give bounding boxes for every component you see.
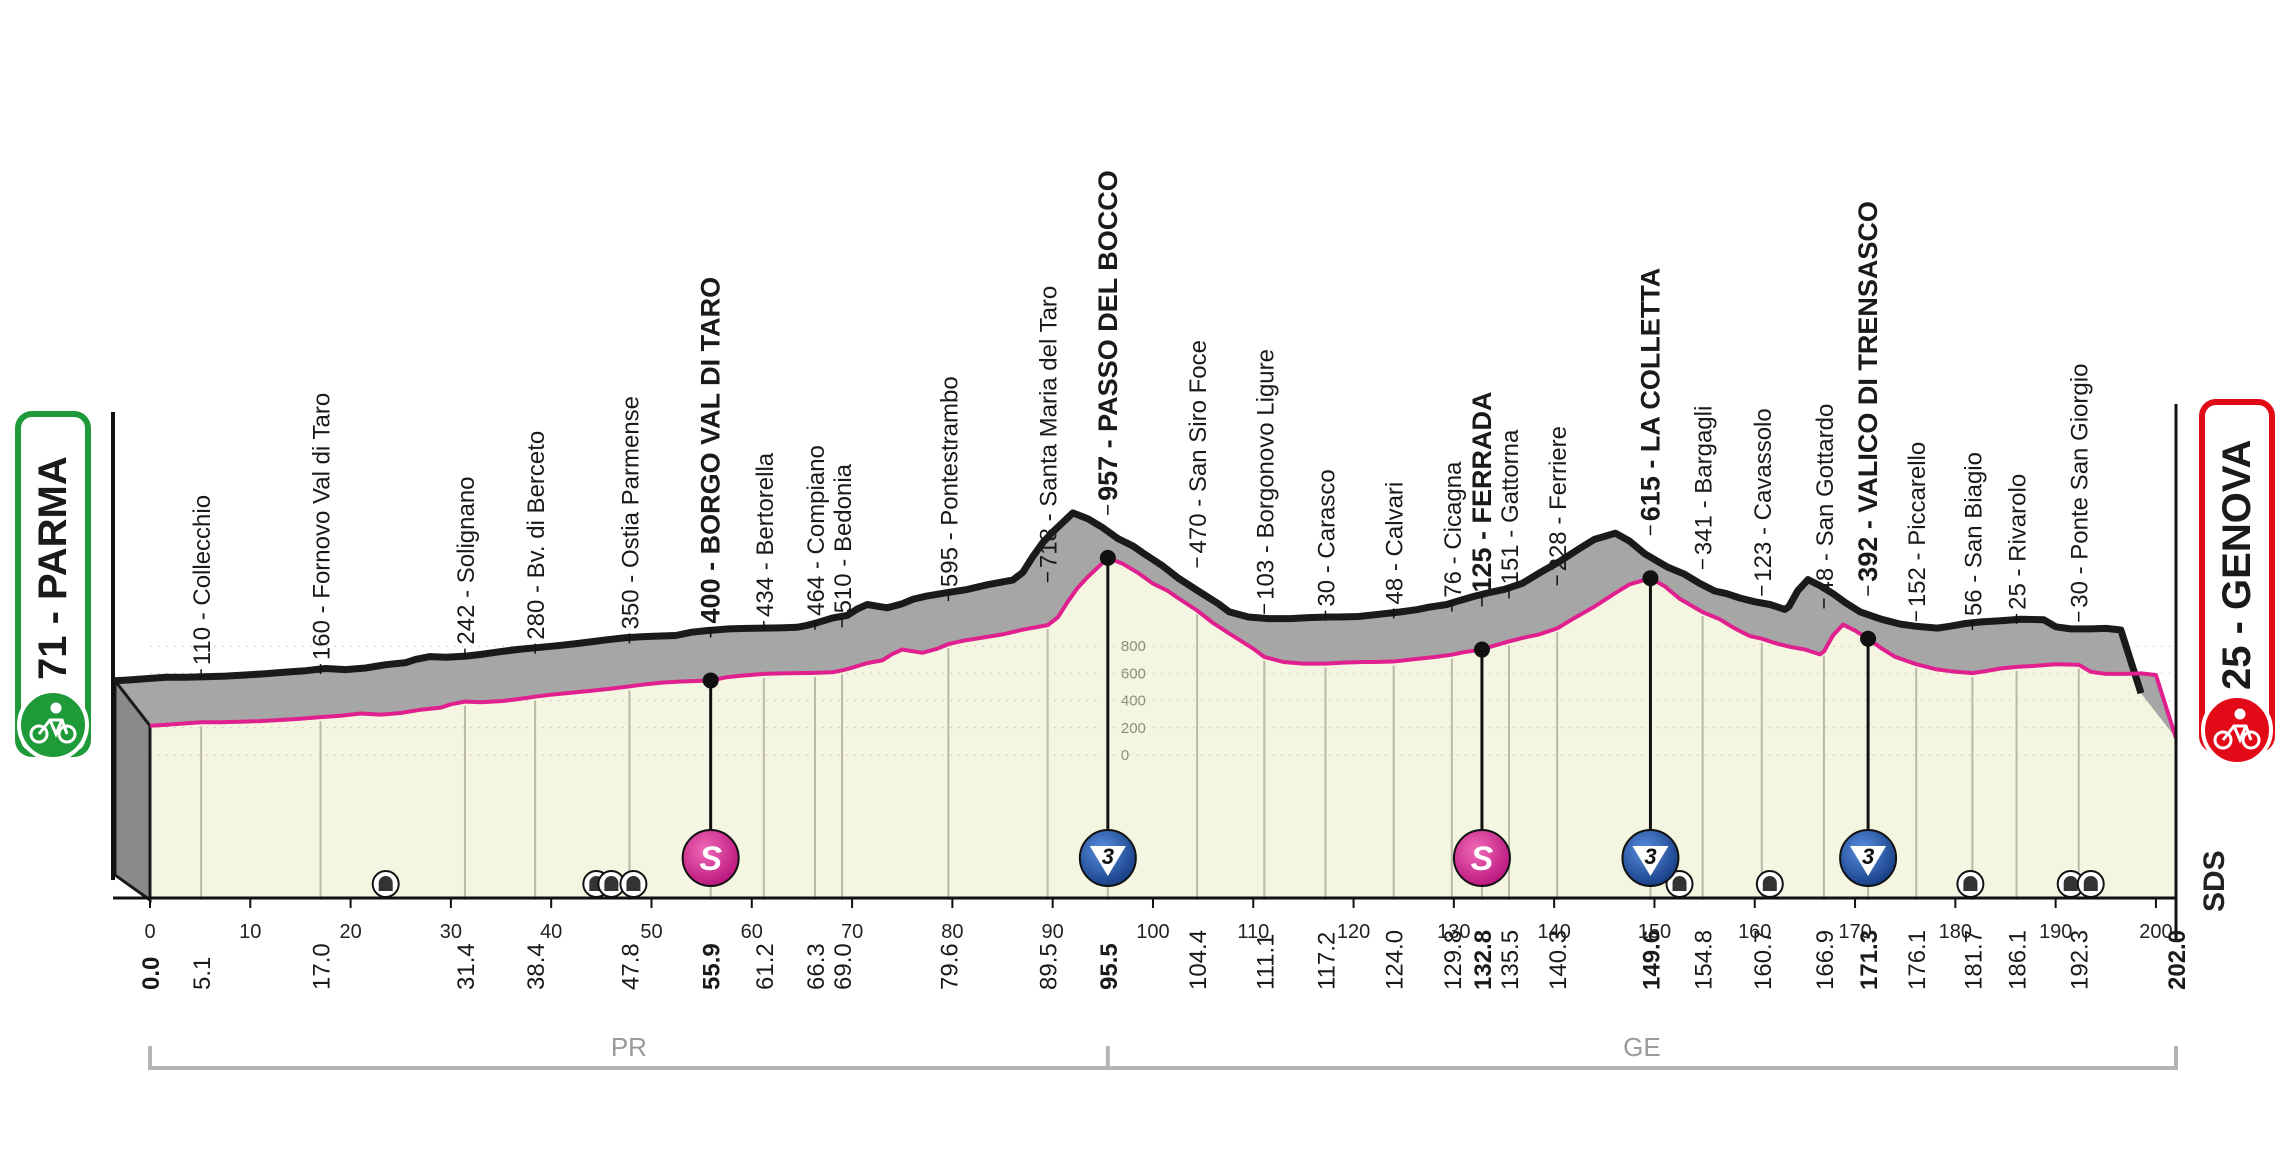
km-label: 132.8 xyxy=(1470,930,1497,990)
location-label: 595 - Pontestrambo xyxy=(936,376,963,587)
axis-tick-label: 190 xyxy=(2039,921,2072,943)
axis-tick-label: 200 xyxy=(2139,921,2172,943)
km-label: 166.9 xyxy=(1812,930,1839,990)
km-label: 69.0 xyxy=(830,943,857,990)
location-label: 341 - Bargagli xyxy=(1691,406,1718,555)
location-label: 48 - Calvari xyxy=(1382,482,1409,605)
axis-tick-label: 20 xyxy=(339,921,361,943)
location-label: 160 - Fornovo Val di Taro xyxy=(309,393,336,660)
location-label: 25 - Rivarolo xyxy=(2005,474,2032,610)
axis-tick-label: 120 xyxy=(1337,921,1370,943)
km-label: 124.0 xyxy=(1382,930,1409,990)
axis-tick-label: 160 xyxy=(1738,921,1771,943)
km-label: 79.6 xyxy=(936,943,963,990)
km-label: 104.4 xyxy=(1185,930,1212,990)
location-label: 470 - San Siro Foce xyxy=(1185,340,1212,553)
altitude-scale-label: 600 xyxy=(1121,665,1146,682)
km-label: 38.4 xyxy=(523,943,550,990)
km-label: 186.1 xyxy=(2005,930,2032,990)
location-label: 30 - Ponte San Giorgio xyxy=(2067,364,2094,608)
location-label: 400 - BORGO VAL DI TARO xyxy=(696,277,726,624)
axis-tick-label: 40 xyxy=(540,921,562,943)
start-badge: 71 - PARMA xyxy=(18,414,88,759)
km-label: 66.3 xyxy=(803,943,830,990)
location-label: 615 - LA COLLETTA xyxy=(1635,268,1665,522)
marker-label: 3 xyxy=(1644,844,1656,869)
km-label: 5.1 xyxy=(189,957,216,990)
location-label: 56 - San Biagio xyxy=(1960,452,1987,616)
km-label: 47.8 xyxy=(617,943,644,990)
axis-tick-label: 170 xyxy=(1838,921,1871,943)
x-axis-ticks: 0 10 20 30 40 50 60 70 80 90 100 110 120 130 140 150 160… xyxy=(144,898,2172,943)
location-label: 392 - VALICO DI TRENSASCO xyxy=(1853,201,1883,582)
km-label: 55.9 xyxy=(699,943,726,990)
location-label: 103 - Borgonovo Ligure xyxy=(1252,349,1279,600)
region-label: GE xyxy=(1623,1032,1661,1062)
axis-tick-label: 150 xyxy=(1638,921,1671,943)
altitude-scale-label: 800 xyxy=(1121,638,1146,655)
location-label: 280 - Bv. di Berceto xyxy=(523,431,550,640)
axis-tick-label: 70 xyxy=(841,921,863,943)
axis-tick-label: 50 xyxy=(640,921,662,943)
axis-tick-label: 140 xyxy=(1537,921,1570,943)
tunnel-icon xyxy=(1757,871,1783,897)
km-label: 176.1 xyxy=(1904,930,1931,990)
marker-label: 3 xyxy=(1862,844,1874,869)
location-label: 152 - Piccarello xyxy=(1904,442,1931,607)
axis-tick-label: 100 xyxy=(1136,921,1169,943)
region-label: PR xyxy=(611,1032,647,1062)
location-label: 76 - Cicagna xyxy=(1440,461,1467,598)
km-label: 17.0 xyxy=(309,943,336,990)
km-label: 61.2 xyxy=(752,943,779,990)
altitude-scale-label: 400 xyxy=(1121,693,1146,710)
tunnel-icon xyxy=(373,871,399,897)
sds-logo: SDS xyxy=(2198,850,2231,912)
axis-tick-label: 130 xyxy=(1437,921,1470,943)
km-label: 31.4 xyxy=(453,943,480,990)
marker-label: 3 xyxy=(1102,844,1114,869)
location-label: 464 - Compiano xyxy=(803,445,830,616)
altitude-scale-label: 200 xyxy=(1121,720,1146,737)
tunnel-icon xyxy=(620,871,646,897)
km-label: 154.8 xyxy=(1691,930,1718,990)
axis-tick-label: 110 xyxy=(1237,921,1269,943)
location-label: 510 - Bedonia xyxy=(830,463,857,613)
location-label: 30 - Carasco xyxy=(1313,469,1340,606)
axis-tick-label: 10 xyxy=(239,921,261,943)
tunnel-icon xyxy=(1957,871,1983,897)
regions-bracket: PR GE xyxy=(150,1032,2176,1070)
axis-tick-label: 90 xyxy=(1042,921,1064,943)
km-label: 89.5 xyxy=(1036,943,1063,990)
location-label: 151 - Gattorna xyxy=(1497,429,1524,584)
finish-label: 25 - GENOVA xyxy=(2215,440,2259,690)
marker-label: S xyxy=(699,840,722,878)
axis-tick-label: 30 xyxy=(440,921,462,943)
axis-tick-label: 180 xyxy=(1939,921,1972,943)
marker-label: S xyxy=(1471,840,1494,878)
location-label: 718 - Santa Maria del Taro xyxy=(1036,286,1063,568)
location-label: 125 - FERRADA xyxy=(1467,391,1497,592)
finish-badge: 25 - GENOVA xyxy=(2202,402,2272,764)
start-label: 71 - PARMA xyxy=(31,456,75,680)
km-label: 135.5 xyxy=(1497,930,1524,990)
location-label: 123 - Cavassolo xyxy=(1750,408,1777,581)
location-label: 110 - Collecchio xyxy=(189,495,216,665)
axis-tick-label: 60 xyxy=(741,921,763,943)
axis-tick-label: 80 xyxy=(941,921,963,943)
km-label: 95.5 xyxy=(1096,943,1123,990)
km-label: 0.0 xyxy=(138,957,165,990)
axis-tick-label: 0 xyxy=(144,921,155,943)
location-label: 242 - Solignano xyxy=(453,476,480,644)
location-label: 228 - Ferriere xyxy=(1545,426,1572,571)
location-label: 957 - PASSO DEL BOCCO xyxy=(1093,170,1123,501)
location-label: 48 - San Gottardo xyxy=(1812,404,1839,595)
tunnel-icon xyxy=(2078,871,2104,897)
location-label: 434 - Bertorella xyxy=(752,452,779,617)
location-label: 350 - Ostia Parmense xyxy=(617,396,644,629)
